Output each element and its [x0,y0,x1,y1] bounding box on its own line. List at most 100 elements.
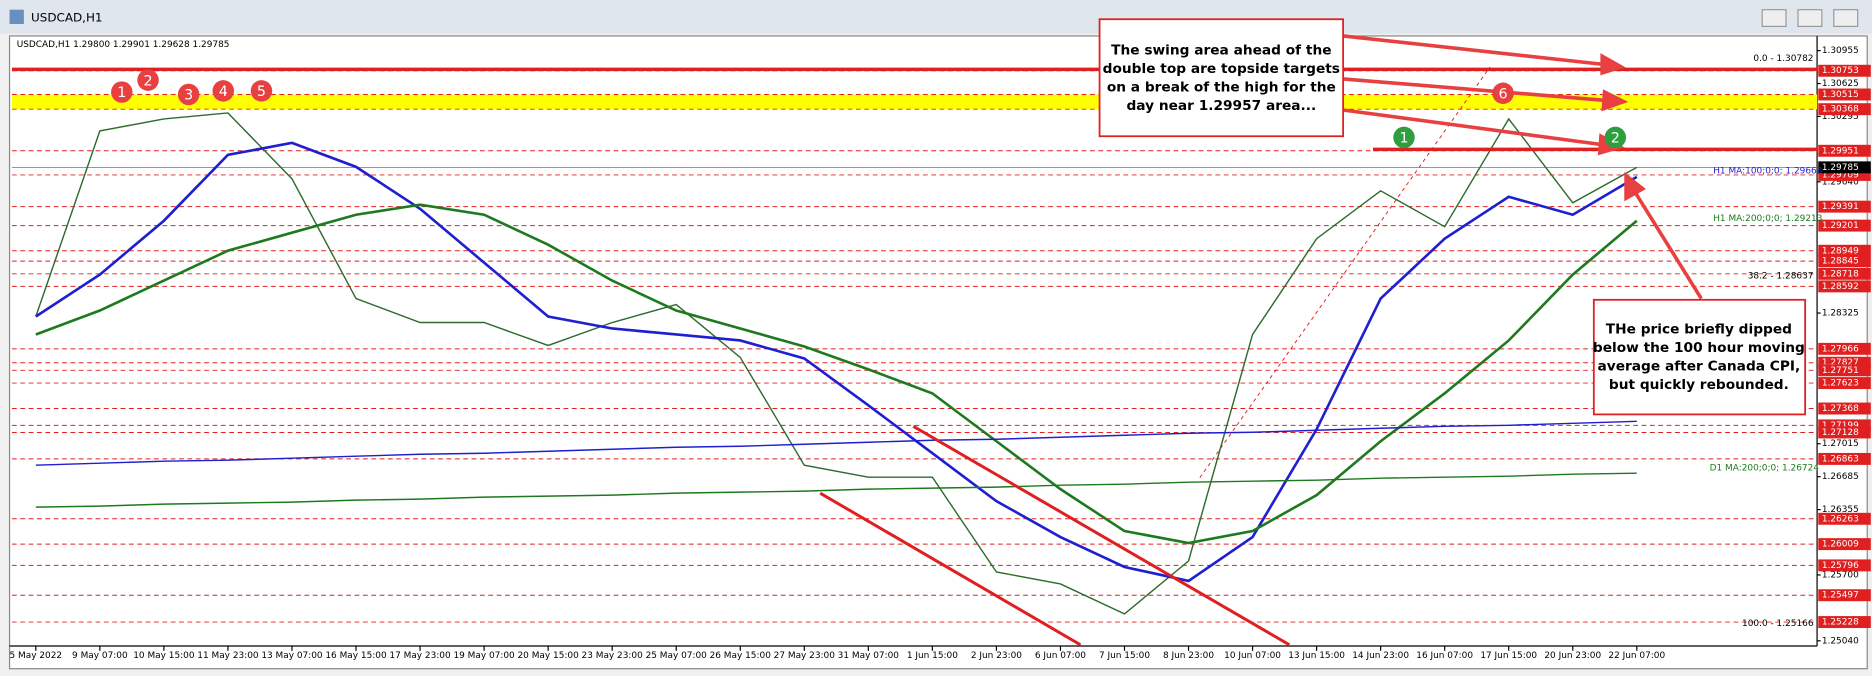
level-label: 1.28845 [1822,257,1859,267]
channel-line [912,425,1291,647]
level-label: 1.28718 [1822,269,1859,279]
ma-label: D1 MA:200;0;0; 1.26724 [1710,464,1820,474]
swing-marker [250,80,273,102]
level-box [1818,255,1871,268]
level-box [1818,244,1871,257]
level-box [1818,64,1871,77]
window-title: USDCAD,H1 [31,11,102,25]
x-tick-label: 16 May 15:00 [325,651,387,661]
x-tick-label: 10 May 15:00 [133,651,195,661]
swing-marker-label: 5 [257,84,266,100]
level-label: 1.27368 [1822,404,1859,414]
y-tick-label: 1.30625 [1822,79,1859,89]
x-tick-label: 31 May 07:00 [838,651,900,661]
level-box [1818,616,1871,629]
x-tick-label: 13 Jun 15:00 [1288,651,1345,661]
annotation-text: on a break of the high for the [1107,79,1336,95]
swing-marker-label: 4 [219,84,228,100]
swing-marker [1492,82,1514,104]
swing-marker [212,80,234,102]
level-box [1818,364,1871,377]
y-tick-label: 1.29640 [1822,177,1859,187]
level-label: 1.27623 [1822,379,1859,389]
level-label: 1.27128 [1822,428,1859,438]
y-tick-label: 1.26685 [1822,472,1859,482]
arrows [1342,34,1703,300]
ma-label: H1 MA:200;0;0; 1.29213 [1713,214,1822,224]
x-tick-label: 5 May 2022 [10,651,63,661]
series-line [35,420,1637,466]
x-tick-label: 1 Jun 15:00 [907,651,958,661]
level-box [1818,267,1871,280]
x-tick-label: 2 Jun 23:00 [971,651,1022,661]
level-box [1818,200,1871,213]
level-box [1818,559,1871,572]
swing-marker [177,83,200,106]
level-box [1818,103,1871,116]
x-tick-label: 22 Jun 07:00 [1608,651,1665,661]
level-box [1818,168,1871,181]
y-tick-label: 1.25700 [1822,570,1859,580]
swing-marker [137,69,159,91]
level-box [1818,219,1871,232]
level-label: 1.29709 [1822,170,1859,180]
series-line [35,141,1638,583]
x-tick-label: 20 Jun 23:00 [1544,651,1601,661]
x-tick-label: 25 May 07:00 [646,651,708,661]
x-tick-label: 13 May 07:00 [261,651,323,661]
maximize-button[interactable] [1797,9,1823,27]
level-label: 1.27751 [1822,366,1859,376]
level-box [1818,280,1871,293]
swing-marker-label: 1 [117,85,126,101]
swing-marker-label: 2 [143,73,152,89]
y-tick-label: 1.30955 [1822,46,1859,56]
close-button[interactable] [1833,9,1859,27]
annotation-text: but quickly rebounded. [1609,377,1789,393]
x-tick-label: 14 Jun 23:00 [1352,651,1409,661]
level-label: 1.26009 [1822,540,1859,550]
level-box [1818,377,1871,390]
level-box [1818,356,1871,369]
level-label: 1.25796 [1822,561,1859,571]
x-tick-label: 8 Jun 23:00 [1163,651,1214,661]
x-tick-label: 9 May 07:00 [72,651,128,661]
level-label: 1.27966 [1822,344,1859,354]
fib-line [1199,66,1491,478]
level-box [1818,512,1871,525]
annotation-text: double top are topside targets [1103,61,1340,77]
arrow [1342,34,1606,67]
series-line [35,203,1638,545]
channel-line [819,491,1082,647]
double-top-marker-label: 1 [1399,131,1408,147]
arrow-head [1601,89,1629,112]
x-tick-label: 26 May 15:00 [710,651,772,661]
level-label: 1.25228 [1822,618,1859,628]
zone [11,94,1818,110]
level-label: 1.30753 [1822,66,1859,76]
y-tick-label: 1.28325 [1822,309,1859,319]
annotation-text: day near 1.29957 area... [1126,98,1316,114]
chart-area [8,35,1868,670]
arrow [1342,108,1603,147]
level-box [1818,589,1871,602]
window-icon [9,9,24,25]
swing-marker-label: 6 [1499,86,1508,102]
level-box [1818,402,1871,415]
swing-marker [111,81,133,103]
fib-label: 38.2 - 1.28637 [1748,271,1814,281]
minimize-button[interactable] [1761,9,1787,27]
current-price-box [1818,161,1871,174]
level-box [1818,342,1871,355]
x-tick-label: 6 Jun 07:00 [1035,651,1086,661]
level-label: 1.28592 [1822,282,1859,292]
current-price-label: 1.29785 [1822,163,1859,173]
arrow [1342,77,1606,103]
chart-header: USDCAD,H1 1.29800 1.29901 1.29628 1.2978… [17,40,230,50]
y-tick-label: 1.30295 [1822,112,1859,122]
level-label: 1.26263 [1822,514,1859,524]
level-label: 1.27827 [1822,358,1859,368]
annotation-box [1592,298,1807,416]
x-tick-label: 19 May 07:00 [453,651,515,661]
